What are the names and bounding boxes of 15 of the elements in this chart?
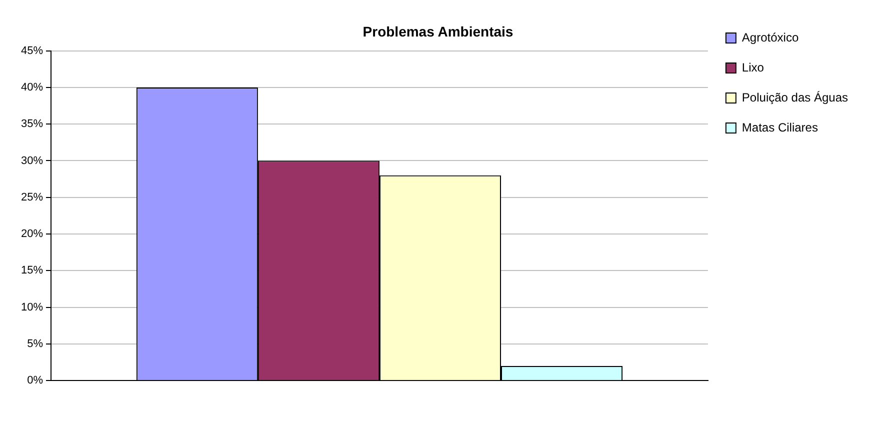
y-tick-label: 10% <box>20 301 44 314</box>
y-tick-label: 40% <box>20 81 44 94</box>
y-tick-label: 30% <box>20 154 44 167</box>
y-tick-label: 35% <box>20 118 44 130</box>
chart-title: Problemas Ambientais <box>362 23 514 40</box>
legend-label: Lixo <box>742 60 764 74</box>
y-tick-label: 0% <box>27 374 44 387</box>
y-tick-label: 20% <box>20 228 44 240</box>
y-tick-label: 45% <box>20 44 44 57</box>
legend-label: Agrotóxico <box>742 30 799 44</box>
y-tick-label: 25% <box>20 191 44 204</box>
legend-label: Matas Ciliares <box>742 120 818 134</box>
y-tick-label: 5% <box>27 338 44 350</box>
y-tick-label: 15% <box>20 264 44 277</box>
legend-label: Poluição das Águas <box>742 90 848 104</box>
